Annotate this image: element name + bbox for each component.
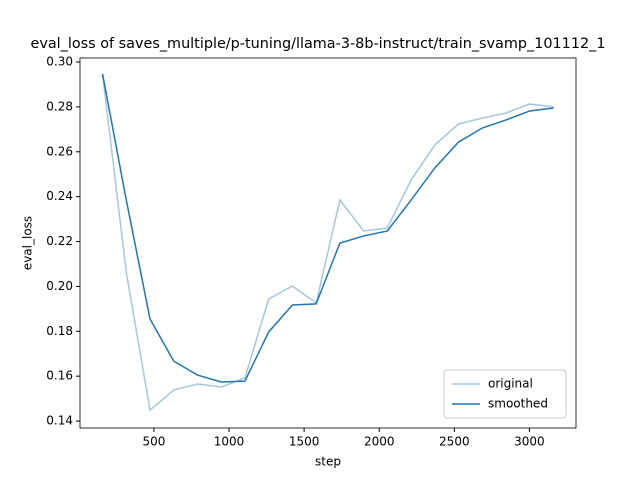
x-tick-label: 1000 [214,435,245,449]
x-tick-label: 2000 [364,435,395,449]
axes-frame [79,57,577,429]
y-tick-label: 0.20 [46,279,73,293]
line-series [101,73,554,412]
y-axis-label: eval_loss [21,216,35,270]
legend-label: original [488,377,533,391]
x-tick-label: 2500 [439,435,470,449]
y-tick-label: 0.30 [46,55,73,69]
y-tick-label: 0.22 [46,234,73,248]
y-tick-label: 0.14 [46,414,73,428]
y-tick-label: 0.28 [46,99,73,113]
legend-label: smoothed [488,397,548,411]
x-tick-label: 500 [142,435,165,449]
x-tick-label: 1500 [289,435,320,449]
y-tick-label: 0.24 [46,189,73,203]
y-tick-label: 0.16 [46,369,73,383]
x-axis-label: step [315,455,341,469]
y-tick-label: 0.18 [46,324,73,338]
line-series [101,73,554,383]
x-tick-label: 3000 [514,435,545,449]
chart-title: eval_loss of saves_multiple/p-tuning/lla… [30,36,605,52]
legend-box [443,369,567,419]
y-tick-label: 0.26 [46,144,73,158]
